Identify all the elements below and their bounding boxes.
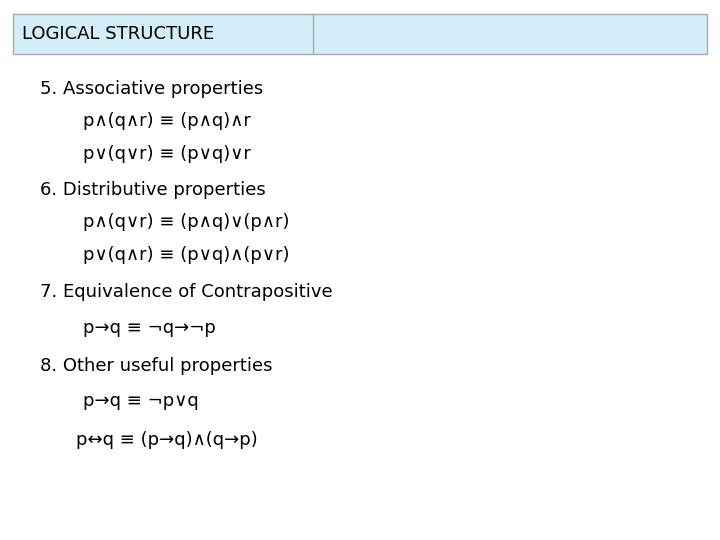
Text: p∧(q∨r) ≡ (p∧q)∨(p∧r): p∧(q∨r) ≡ (p∧q)∨(p∧r) <box>83 213 289 232</box>
Text: 7. Equivalence of Contrapositive: 7. Equivalence of Contrapositive <box>40 282 332 301</box>
Text: p↔q ≡ (p→q)∧(q→p): p↔q ≡ (p→q)∧(q→p) <box>76 431 257 449</box>
Text: 6. Distributive properties: 6. Distributive properties <box>40 181 266 199</box>
Text: p→q ≡ ¬q→¬p: p→q ≡ ¬q→¬p <box>83 319 216 337</box>
FancyBboxPatch shape <box>13 14 707 54</box>
Text: 5. Associative properties: 5. Associative properties <box>40 80 263 98</box>
Text: p→q ≡ ¬p∨q: p→q ≡ ¬p∨q <box>83 392 199 410</box>
Text: LOGICAL STRUCTURE: LOGICAL STRUCTURE <box>22 25 214 43</box>
Text: 8. Other useful properties: 8. Other useful properties <box>40 356 272 375</box>
Text: p∨(q∨r) ≡ (p∨q)∨r: p∨(q∨r) ≡ (p∨q)∨r <box>83 145 251 163</box>
Text: p∨(q∧r) ≡ (p∨q)∧(p∨r): p∨(q∧r) ≡ (p∨q)∧(p∨r) <box>83 246 289 264</box>
Text: p∧(q∧r) ≡ (p∧q)∧r: p∧(q∧r) ≡ (p∧q)∧r <box>83 112 251 131</box>
